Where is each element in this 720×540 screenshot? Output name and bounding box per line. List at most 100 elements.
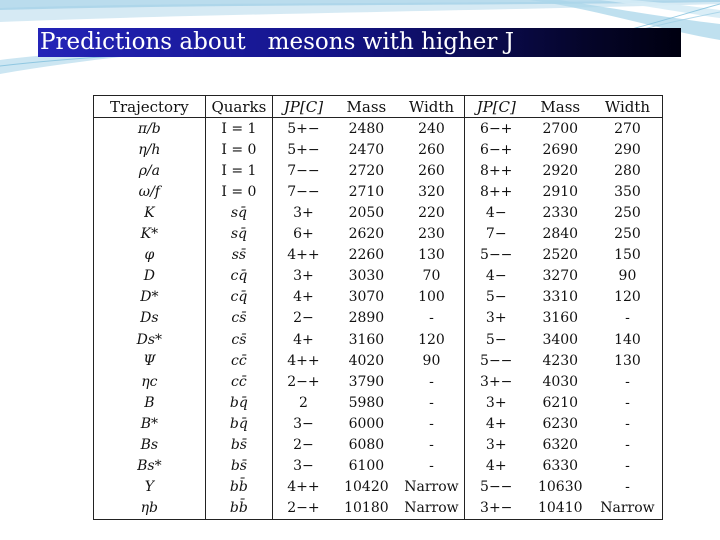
cell-jpc-2: 3+	[463, 307, 528, 330]
table-row: B* bq̄ 3− 6000 - 4+ 6230 -	[94, 413, 663, 435]
cell-mass-1: 3070	[348, 289, 385, 306]
cell-jpc-2: 3+−	[463, 371, 528, 393]
cell-quarks: bs̄	[204, 455, 273, 477]
cell-mass-2: 6320	[542, 437, 579, 454]
table-row: ηc cc̄ 2−+ 3790 - 3+− 4030 -	[94, 371, 663, 393]
cell-trajectory: Bs*	[137, 458, 162, 475]
cell-quarks: cs̄	[204, 307, 273, 330]
header-jpc-2: JP[C]	[463, 95, 528, 119]
table-row: Ds* cs̄ 4+ 3160 120 5− 3400 140	[94, 329, 663, 351]
cell-width-2: -	[625, 437, 630, 454]
cell-mass-1: 2260	[348, 247, 385, 264]
cell-width-1: -	[429, 437, 434, 454]
cell-quarks: I = 0	[204, 181, 273, 203]
header-width-2: Width	[592, 95, 663, 119]
cell-mass-2: 2700	[542, 120, 579, 137]
cell-quarks: I = 0	[204, 139, 273, 161]
cell-mass-1: 2480	[348, 120, 385, 137]
cell-width-1: 100	[418, 289, 445, 306]
cell-mass-2: 6210	[542, 394, 579, 411]
cell-quarks: cc̄	[204, 371, 273, 393]
cell-mass-1: 10420	[344, 479, 389, 496]
table-row: ηb bb̄ 2−+ 10180 Narrow 3+− 10410 Narrow	[94, 497, 663, 520]
cell-jpc-1: 4++	[272, 244, 334, 266]
cell-trajectory: K	[144, 205, 155, 222]
cell-quarks: bq̄	[204, 413, 273, 435]
cell-width-2: -	[625, 479, 630, 496]
cell-jpc-2: 5−−	[463, 350, 528, 372]
cell-mass-2: 6230	[542, 415, 579, 432]
cell-mass-1: 10180	[344, 500, 389, 517]
cell-width-1: 260	[418, 141, 445, 158]
cell-jpc-2: 5−	[463, 286, 528, 308]
cell-trajectory: φ	[144, 247, 155, 264]
meson-predictions-table-wrapper: Trajectory Quarks JP[C] Mass Width JP[C]…	[93, 95, 663, 520]
cell-width-2: -	[625, 394, 630, 411]
cell-quarks: cq̄	[204, 265, 273, 287]
cell-mass-1: 2050	[348, 205, 385, 222]
cell-mass-2: 2840	[542, 226, 579, 243]
cell-mass-1: 4020	[348, 352, 385, 369]
cell-jpc-2: 5−−	[463, 476, 528, 498]
cell-quarks: sq̄	[204, 202, 273, 224]
cell-jpc-1: 4++	[272, 476, 334, 498]
cell-jpc-1: 3+	[272, 202, 334, 224]
table-row: Bs bs̄ 2− 6080 - 3+ 6320 -	[94, 434, 663, 456]
cell-width-1: 230	[418, 226, 445, 243]
cell-width-1: Narrow	[404, 479, 459, 496]
cell-mass-2: 6330	[542, 458, 579, 475]
cell-jpc-2: 4+	[463, 455, 528, 477]
cell-jpc-1: 6+	[272, 223, 334, 245]
cell-jpc-2: 5−−	[463, 244, 528, 266]
cell-trajectory: D	[143, 268, 155, 285]
cell-trajectory: ηc	[141, 373, 158, 390]
cell-trajectory: D*	[140, 289, 159, 306]
cell-mass-1: 6000	[348, 415, 385, 432]
cell-width-1: 240	[418, 120, 445, 137]
cell-jpc-2: 3+	[463, 434, 528, 456]
cell-width-1: 260	[418, 162, 445, 179]
table-header-row: Trajectory Quarks JP[C] Mass Width JP[C]…	[93, 95, 663, 119]
cell-width-2: 140	[614, 331, 641, 348]
cell-width-2: 250	[614, 205, 641, 222]
cell-jpc-2: 7−	[463, 223, 528, 245]
cell-width-2: 280	[614, 162, 641, 179]
cell-jpc-1: 4+	[272, 329, 334, 351]
cell-jpc-2: 4−	[463, 202, 528, 224]
cell-width-1: 220	[418, 205, 445, 222]
table-row: π/b I = 1 5+− 2480 240 6−+ 2700 270	[94, 117, 663, 140]
cell-jpc-1: 2−	[272, 434, 334, 456]
cell-jpc-1: 7−−	[272, 181, 334, 203]
cell-quarks: cc̄	[204, 350, 273, 372]
cell-mass-1: 2890	[348, 310, 385, 327]
cell-mass-1: 5980	[348, 394, 385, 411]
cell-width-2: 120	[614, 289, 641, 306]
header-mass-1: Mass	[333, 95, 400, 119]
cell-jpc-2: 8++	[463, 160, 528, 182]
cell-trajectory: B	[144, 394, 155, 411]
cell-mass-1: 3790	[348, 373, 385, 390]
slide-title: Predictions about mesons with higher J	[40, 29, 514, 55]
cell-jpc-1: 5+−	[272, 139, 334, 161]
cell-width-1: -	[429, 394, 434, 411]
header-width-1: Width	[399, 95, 465, 119]
cell-jpc-2: 8++	[463, 181, 528, 203]
cell-mass-1: 2470	[348, 141, 385, 158]
cell-jpc-1: 3+	[272, 265, 334, 287]
cell-mass-1: 2710	[348, 183, 385, 200]
cell-mass-2: 2690	[542, 141, 579, 158]
cell-width-2: -	[625, 458, 630, 475]
cell-trajectory: Bs	[140, 437, 159, 454]
cell-width-1: -	[429, 373, 434, 390]
cell-trajectory: Ψ	[143, 352, 156, 369]
cell-jpc-1: 2−	[272, 307, 334, 330]
cell-jpc-1: 2	[272, 392, 334, 414]
cell-mass-2: 4030	[542, 373, 579, 390]
table-row: D* cq̄ 4+ 3070 100 5− 3310 120	[94, 286, 663, 308]
title-bar: Predictions about mesons with higher J	[38, 28, 681, 57]
